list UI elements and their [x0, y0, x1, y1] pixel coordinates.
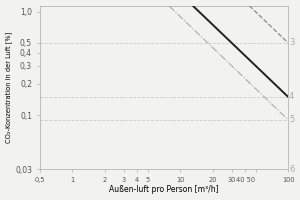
X-axis label: Außen­luft pro Person [m³/h]: Außen­luft pro Person [m³/h]: [109, 185, 219, 194]
Text: 6: 6: [289, 165, 294, 174]
Text: 4: 4: [289, 92, 294, 101]
Text: 5: 5: [289, 115, 294, 124]
Text: 3: 3: [289, 38, 294, 47]
Y-axis label: CO₂-Konzentration in der Luft [%]: CO₂-Konzentration in der Luft [%]: [6, 32, 12, 143]
